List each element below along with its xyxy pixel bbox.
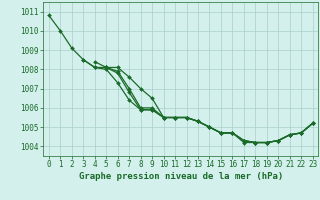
X-axis label: Graphe pression niveau de la mer (hPa): Graphe pression niveau de la mer (hPa) [79, 172, 283, 181]
